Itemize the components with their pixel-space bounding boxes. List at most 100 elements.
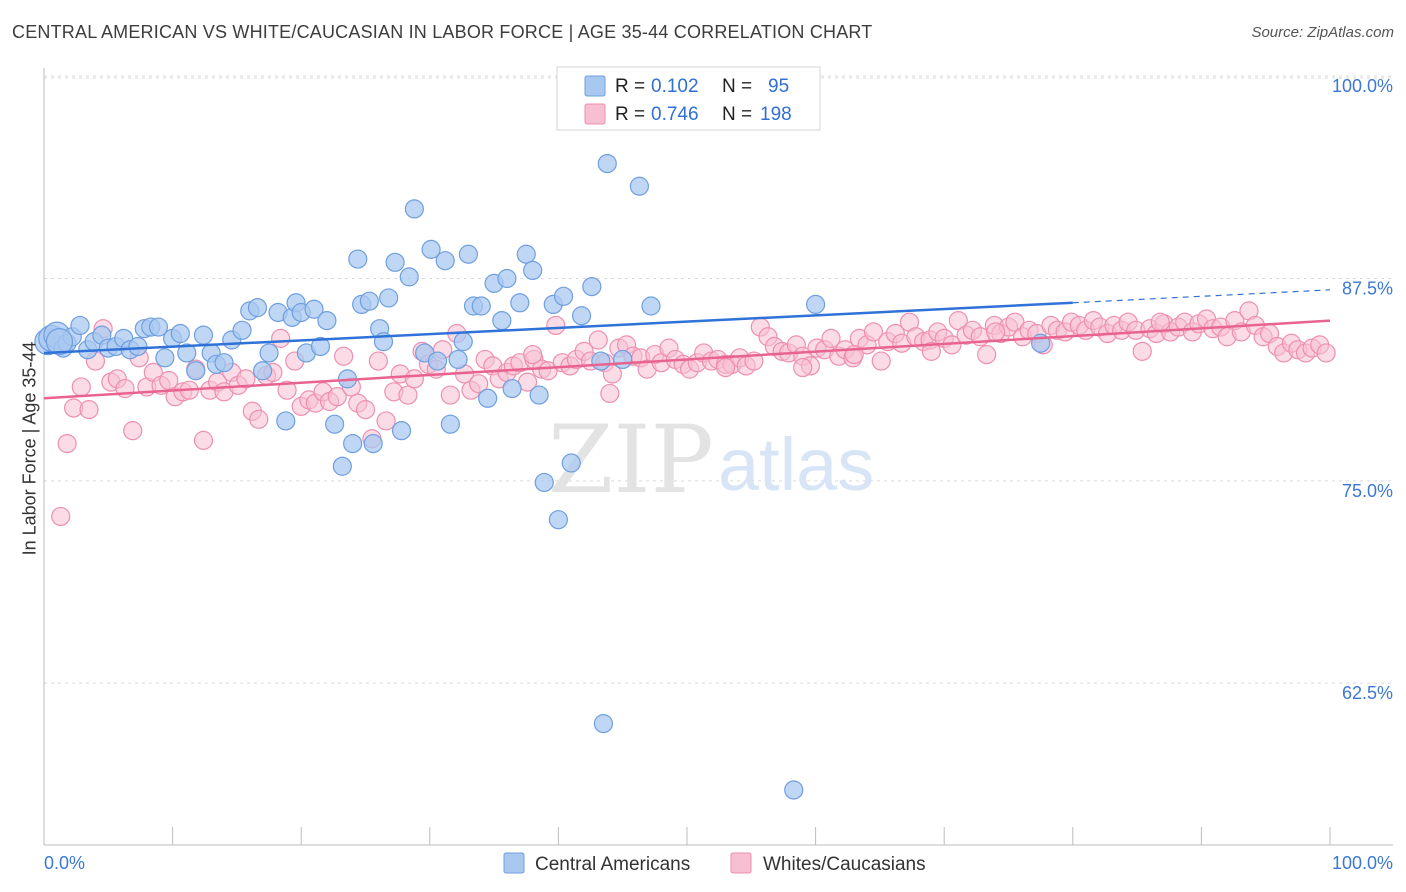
legend-bottom-swatch-pink — [730, 852, 752, 874]
central-american-point-84 — [597, 153, 617, 174]
trend-line-central-americans-extension — [1072, 289, 1331, 304]
central-american-point-70 — [497, 268, 517, 289]
y-tick-label-1: 75.0% — [1342, 481, 1393, 501]
series-central-americans — [34, 66, 1051, 800]
source-label: Source: ZipAtlas.com — [1251, 24, 1394, 41]
central-american-point-43 — [332, 456, 352, 476]
central-american-point-30 — [247, 298, 268, 318]
legend-r-label-2: R = — [615, 104, 645, 125]
white-caucasian-point-55 — [440, 385, 460, 405]
white-caucasian-point-32 — [277, 380, 297, 400]
central-american-point-58 — [421, 239, 441, 259]
central-american-point-26 — [214, 353, 234, 373]
y-tick-label-2: 87.5% — [1342, 279, 1393, 299]
central-american-point-56 — [404, 199, 424, 219]
white-caucasian-point-49 — [398, 385, 418, 405]
white-caucasian-point-181 — [600, 383, 620, 404]
central-american-point-42 — [325, 414, 345, 434]
trend-line-whites-caucasians — [43, 319, 1331, 400]
central-american-point-87 — [641, 296, 661, 316]
legend-n-value-2: 198 — [760, 104, 792, 125]
central-american-point-45 — [343, 433, 363, 454]
legend-n-label-2: N = — [722, 104, 752, 125]
central-american-point-73 — [516, 244, 536, 264]
central-american-point-63 — [453, 332, 473, 352]
central-american-point-94 — [45, 328, 74, 356]
white-caucasian-point-109 — [821, 328, 841, 348]
watermark-atlas: atlas — [718, 423, 874, 506]
white-caucasian-point-40 — [334, 346, 354, 366]
y-tick-labels: 62.5% 75.0% 87.5% 100.0% — [1332, 76, 1393, 703]
axes — [43, 68, 1393, 846]
white-caucasian-point-46 — [376, 411, 396, 431]
central-american-point-62 — [448, 349, 468, 370]
white-caucasian-point-45 — [368, 351, 388, 371]
central-american-point-74 — [523, 260, 543, 281]
central-american-point-86 — [629, 176, 650, 196]
central-american-point-41 — [317, 310, 337, 331]
legend-top: R = 0.102 N = 95 R = 0.746 N = 198 — [556, 66, 821, 131]
central-american-point-72 — [510, 293, 530, 313]
white-caucasian-point-39 — [327, 387, 347, 407]
central-american-point-76 — [534, 472, 554, 493]
central-american-point-75 — [529, 385, 549, 405]
x-tick-label-right: 100.0% — [1332, 853, 1393, 873]
legend-bottom: Central Americans Whites/Caucasians — [503, 852, 926, 875]
white-caucasian-point-153 — [1132, 341, 1152, 361]
legend-r-label-1: R = — [615, 76, 645, 97]
central-american-point-81 — [571, 306, 592, 326]
central-american-point-64 — [458, 244, 478, 264]
central-american-point-61 — [440, 414, 460, 434]
white-caucasian-point-26 — [236, 369, 256, 389]
white-caucasian-point-186 — [986, 322, 1006, 342]
central-american-point-52 — [379, 288, 399, 308]
trend-line-central-americans — [43, 301, 1073, 355]
legend-bottom-label-central-americans: Central Americans — [535, 854, 690, 875]
y-tick-label-0: 62.5% — [1342, 683, 1393, 703]
watermark: ZIP atlas — [548, 406, 874, 515]
white-caucasian-point-59 — [469, 374, 489, 394]
central-american-point-82 — [582, 276, 602, 297]
central-american-point-90 — [784, 780, 804, 800]
central-american-point-48 — [359, 291, 379, 311]
central-american-point-66 — [471, 296, 491, 316]
legend-bottom-swatch-blue — [503, 852, 525, 874]
central-american-point-55 — [399, 267, 419, 287]
white-caucasian-point-3 — [71, 377, 91, 397]
central-american-point-17 — [148, 317, 169, 337]
central-american-point-53 — [385, 252, 405, 272]
white-caucasian-point-0 — [51, 506, 71, 527]
central-american-point-80 — [561, 453, 581, 473]
white-caucasian-point-187 — [1150, 312, 1170, 332]
central-american-point-91 — [805, 294, 826, 315]
central-american-point-54 — [391, 421, 412, 441]
white-caucasian-point-50 — [404, 369, 424, 389]
trend-lines — [43, 289, 1331, 400]
chart-title: CENTRAL AMERICAN VS WHITE/CAUCASIAN IN L… — [12, 22, 873, 42]
central-american-point-83 — [591, 351, 611, 371]
legend-n-value-1: 95 — [768, 76, 789, 97]
central-american-point-71 — [502, 378, 522, 399]
white-caucasian-point-179 — [1316, 343, 1336, 363]
central-american-point-22 — [186, 361, 206, 381]
central-american-point-18 — [155, 348, 175, 368]
legend-swatch-pink — [584, 103, 606, 125]
white-caucasian-point-116 — [871, 351, 891, 371]
white-caucasian-point-15 — [159, 370, 179, 391]
legend-swatch-blue — [584, 75, 606, 97]
white-caucasian-point-180 — [523, 344, 543, 365]
white-caucasian-point-185 — [921, 341, 941, 361]
legend-r-value-1: 0.102 — [651, 76, 699, 97]
white-caucasian-point-182 — [715, 357, 736, 378]
legend-bottom-label-whites-caucasians: Whites/Caucasians — [763, 854, 926, 875]
central-american-point-21 — [177, 343, 197, 363]
white-caucasian-point-10 — [123, 421, 143, 441]
central-american-point-34 — [276, 411, 296, 431]
central-american-point-32 — [259, 343, 279, 363]
central-american-point-23 — [193, 325, 214, 345]
x-tick-labels: 0.0% 100.0% — [44, 853, 1393, 873]
central-american-point-49 — [363, 433, 383, 454]
central-american-point-78 — [548, 510, 569, 530]
central-american-point-28 — [232, 320, 252, 340]
central-american-point-31 — [253, 361, 273, 381]
